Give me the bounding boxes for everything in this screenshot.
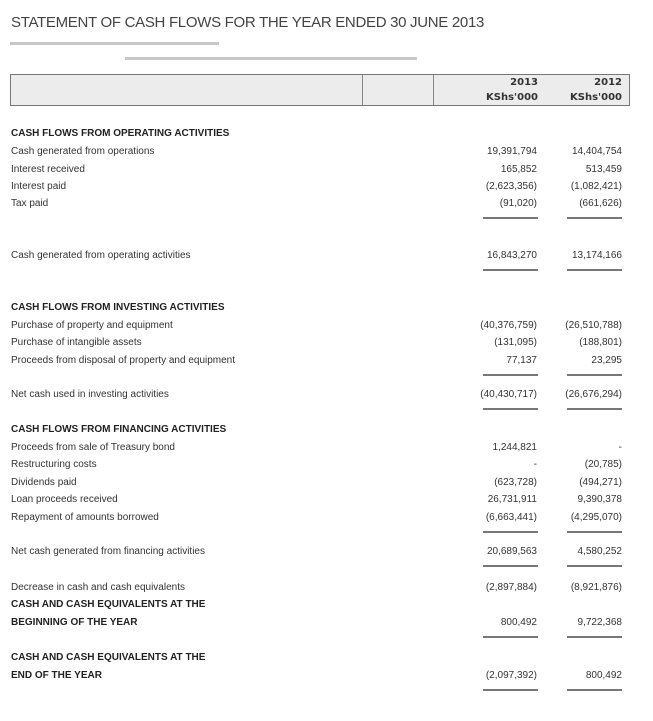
total-underline <box>483 217 538 219</box>
value-2012: 13,174,166 <box>571 250 622 261</box>
value-2013: 800,492 <box>500 617 537 628</box>
value-2013: (2,097,392) <box>485 670 537 681</box>
value-2012: (4,295,070) <box>570 512 622 523</box>
value-2012: 23,295 <box>591 355 622 366</box>
value-2012: (26,510,788) <box>565 320 622 331</box>
value-2013: 16,843,270 <box>486 250 537 261</box>
total-underline <box>483 689 538 691</box>
total-underline <box>567 531 622 533</box>
title-divider <box>125 57 417 60</box>
row-label: Interest received <box>11 164 85 175</box>
total-underline <box>483 565 538 567</box>
value-2012: (1,082,421) <box>570 181 622 192</box>
value-2013: 20,689,563 <box>486 546 537 557</box>
row-label: Interest paid <box>11 181 67 192</box>
row-label: Dividends paid <box>11 477 77 488</box>
column-unit: KShs'000 <box>486 92 538 103</box>
value-2013: (2,623,356) <box>485 181 537 192</box>
row-label: Decrease in cash and cash equivalents <box>11 582 185 593</box>
value-2013: 77,137 <box>506 355 537 366</box>
total-underline <box>567 217 622 219</box>
value-2013: 19,391,794 <box>486 146 537 157</box>
value-2012: 14,404,754 <box>571 146 622 157</box>
section-heading: CASH FLOWS FROM INVESTING ACTIVITIES <box>11 302 225 313</box>
column-header-2012: 2012 KShs'000 <box>521 75 622 105</box>
value-2013: (91,020) <box>499 198 537 209</box>
row-label: Tax paid <box>11 198 49 209</box>
row-label: Proceeds from disposal of property and e… <box>11 355 236 366</box>
row-label: Purchase of intangible assets <box>11 337 142 348</box>
total-underline <box>567 565 622 567</box>
value-2013: (2,897,884) <box>485 582 537 593</box>
section-heading: CASH AND CASH EQUIVALENTS AT THE <box>11 652 206 663</box>
value-2012: (20,785) <box>584 459 622 470</box>
value-2012: 513,459 <box>585 164 622 175</box>
section-heading: CASH FLOWS FROM OPERATING ACTIVITIES <box>11 128 230 139</box>
total-underline <box>567 636 622 638</box>
total-underline <box>567 374 622 376</box>
total-underline <box>483 408 538 410</box>
value-2013: (40,430,717) <box>480 389 537 400</box>
column-divider <box>362 75 363 105</box>
row-label: Purchase of property and equipment <box>11 320 173 331</box>
page-title: STATEMENT OF CASH FLOWS FOR THE YEAR END… <box>11 14 485 31</box>
value-2013: (623,728) <box>494 477 537 488</box>
total-underline <box>483 269 538 271</box>
column-year: 2013 <box>510 77 538 88</box>
row-label: Net cash generated from financing activi… <box>11 546 205 557</box>
value-2012: (661,626) <box>579 198 622 209</box>
value-2013: (6,663,441) <box>485 512 537 523</box>
total-underline <box>567 269 622 271</box>
row-label: Restructuring costs <box>11 459 97 470</box>
total-underline <box>483 636 538 638</box>
value-2012: 9,390,378 <box>577 494 623 505</box>
value-2013: (131,095) <box>494 337 537 348</box>
row-label: Cash generated from operating activities <box>11 250 191 261</box>
title-divider <box>10 42 219 45</box>
row-label: Loan proceeds received <box>11 494 118 505</box>
value-2013: - <box>533 459 537 470</box>
value-2012: 9,722,368 <box>577 617 623 628</box>
section-heading: BEGINNING OF THE YEAR <box>11 617 138 628</box>
column-unit: KShs'000 <box>570 92 622 103</box>
table-header: 2013 KShs'000 2012 KShs'000 <box>10 74 630 106</box>
row-label: Proceeds from sale of Treasury bond <box>11 442 175 453</box>
value-2013: 26,731,911 <box>487 494 537 505</box>
section-heading: CASH AND CASH EQUIVALENTS AT THE <box>11 599 206 610</box>
total-underline <box>567 689 622 691</box>
total-underline <box>483 374 538 376</box>
value-2013: (40,376,759) <box>480 320 537 331</box>
value-2012: (188,801) <box>579 337 622 348</box>
total-underline <box>567 408 622 410</box>
value-2013: 1,244,821 <box>492 442 538 453</box>
value-2013: 165,852 <box>500 164 537 175</box>
section-heading: END OF THE YEAR <box>11 670 102 681</box>
value-2012: - <box>618 442 622 453</box>
column-divider <box>433 75 434 105</box>
section-heading: CASH FLOWS FROM FINANCING ACTIVITIES <box>11 424 227 435</box>
value-2012: (494,271) <box>579 477 622 488</box>
value-2012: (26,676,294) <box>565 389 622 400</box>
value-2012: (8,921,876) <box>570 582 622 593</box>
column-year: 2012 <box>594 77 622 88</box>
row-label: Repayment of amounts borrowed <box>11 512 159 523</box>
row-label: Net cash used in investing activities <box>11 389 169 400</box>
row-label: Cash generated from operations <box>11 146 155 157</box>
total-underline <box>483 531 538 533</box>
value-2012: 800,492 <box>585 670 622 681</box>
column-header-2013: 2013 KShs'000 <box>441 75 538 105</box>
value-2012: 4,580,252 <box>577 546 623 557</box>
